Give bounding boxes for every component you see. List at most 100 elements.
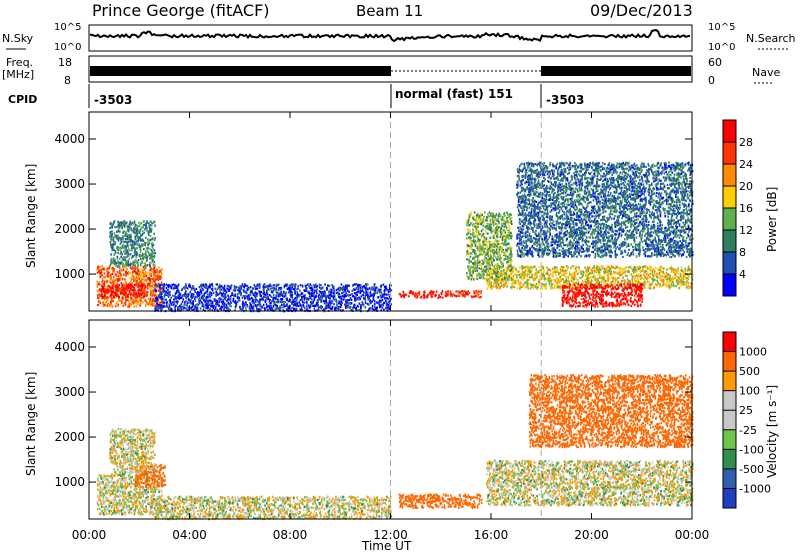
data-cell xyxy=(226,306,228,310)
data-cell xyxy=(125,245,128,248)
data-cell xyxy=(544,285,546,288)
data-cell xyxy=(151,237,154,240)
data-cell xyxy=(387,304,390,307)
data-cell xyxy=(149,298,152,301)
data-cell xyxy=(203,294,205,297)
data-cell xyxy=(117,294,120,297)
data-cell xyxy=(320,284,322,287)
data-cell xyxy=(191,296,194,299)
data-cell xyxy=(112,279,115,282)
data-cell xyxy=(645,273,648,276)
data-cell xyxy=(210,305,212,308)
data-cell xyxy=(212,307,215,310)
data-cell xyxy=(153,294,156,297)
data-cell xyxy=(250,289,252,292)
data-cell xyxy=(268,300,271,304)
data-cell xyxy=(96,268,99,271)
data-cell xyxy=(294,289,297,292)
data-cell xyxy=(116,225,118,228)
data-cell xyxy=(118,279,120,282)
data-cell xyxy=(103,290,105,293)
data-cell xyxy=(542,273,544,276)
data-cell xyxy=(608,278,610,281)
data-cell xyxy=(107,275,110,278)
data-cell xyxy=(174,308,176,311)
data-cell xyxy=(303,306,306,309)
data-cell xyxy=(309,305,312,309)
data-cell xyxy=(155,275,158,278)
data-cell xyxy=(147,271,150,274)
data-cell xyxy=(109,235,111,238)
data-cell xyxy=(383,293,385,296)
data-cell xyxy=(320,307,322,310)
data-cell xyxy=(317,308,320,311)
data-cell xyxy=(99,289,101,292)
data-cell xyxy=(459,290,461,293)
data-cell xyxy=(209,284,211,288)
data-cell xyxy=(521,265,524,268)
data-cell xyxy=(185,283,187,286)
data-cell xyxy=(518,273,520,277)
data-cell xyxy=(636,269,638,272)
data-cell xyxy=(97,265,99,269)
data-cell xyxy=(594,301,597,305)
data-cell xyxy=(524,272,526,275)
data-cell xyxy=(202,283,205,286)
data-cell xyxy=(527,287,529,290)
data-cell xyxy=(188,293,190,296)
data-cell xyxy=(135,234,138,237)
data-cell xyxy=(149,269,151,272)
data-cell xyxy=(233,287,236,290)
data-cell xyxy=(608,266,611,269)
data-cell xyxy=(267,286,269,289)
data-cell xyxy=(660,271,662,274)
data-cell xyxy=(616,283,618,286)
data-cell xyxy=(290,300,292,304)
data-cell xyxy=(364,301,367,304)
data-cell xyxy=(521,273,523,276)
data-cell xyxy=(518,270,520,273)
data-cell xyxy=(299,304,302,307)
data-cell xyxy=(631,279,634,282)
data-cell xyxy=(309,301,312,304)
data-cell xyxy=(116,257,119,260)
data-cell xyxy=(535,283,538,286)
data-cell xyxy=(315,283,317,286)
cpid-panel: CPID -3503 normal (fast) 151 -3503 xyxy=(8,84,584,108)
data-cell xyxy=(337,293,339,296)
data-cell xyxy=(197,294,199,297)
data-cell xyxy=(342,286,345,289)
data-cell xyxy=(137,281,139,284)
data-cell xyxy=(624,268,626,271)
data-cell xyxy=(321,306,323,309)
data-cell xyxy=(659,269,662,272)
data-cell xyxy=(118,261,121,264)
data-cell xyxy=(368,297,371,300)
data-cell xyxy=(555,270,557,273)
data-cell xyxy=(258,303,260,306)
data-cell xyxy=(123,256,125,259)
data-cell xyxy=(626,283,629,286)
data-cell xyxy=(374,305,376,308)
data-cell xyxy=(578,289,580,292)
data-cell xyxy=(202,295,205,298)
data-cell xyxy=(403,296,405,299)
data-cell xyxy=(141,268,144,271)
data-cell xyxy=(126,271,129,275)
data-cell xyxy=(150,230,152,233)
data-cell xyxy=(565,283,567,286)
data-cell xyxy=(594,303,597,307)
data-cell xyxy=(266,305,268,309)
data-cell xyxy=(214,287,217,290)
data-region xyxy=(100,283,146,299)
data-cell xyxy=(146,282,149,285)
data-cell xyxy=(325,295,327,298)
data-cell xyxy=(330,295,332,298)
data-cell xyxy=(132,294,134,297)
data-cell xyxy=(668,278,671,281)
data-cell xyxy=(112,283,115,286)
data-cell xyxy=(639,287,641,290)
data-cell xyxy=(124,284,126,287)
data-cell xyxy=(348,284,350,287)
data-cell xyxy=(128,226,131,230)
